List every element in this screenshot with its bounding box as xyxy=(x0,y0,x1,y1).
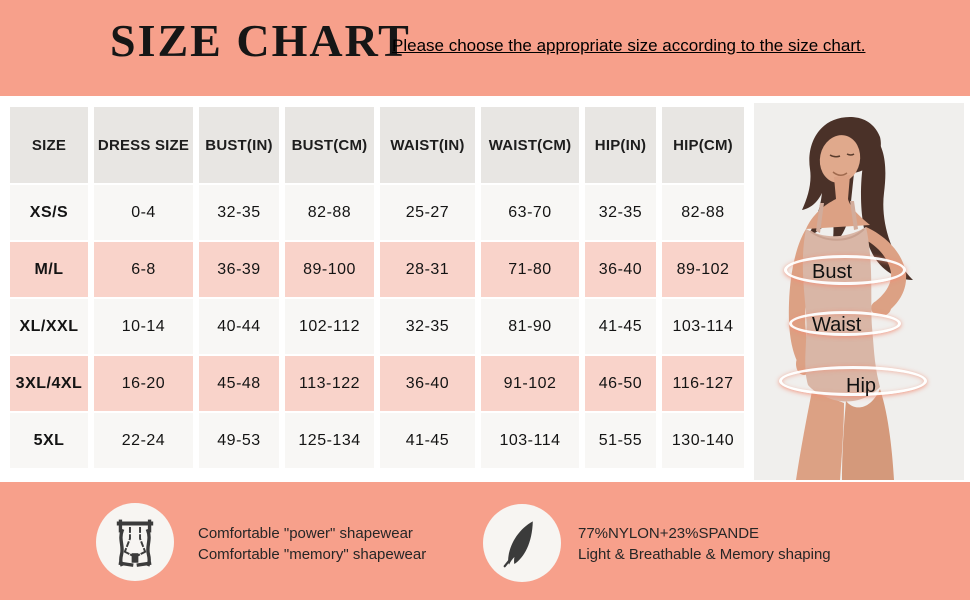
value-cell: 32-35 xyxy=(585,185,656,240)
feather-icon xyxy=(503,521,533,568)
value-cell: 41-45 xyxy=(585,299,656,354)
value-cell: 125-134 xyxy=(285,413,374,468)
value-cell: 46-50 xyxy=(585,356,656,411)
value-cell: 113-122 xyxy=(285,356,374,411)
column-header: SIZE xyxy=(10,107,88,183)
value-cell: 32-35 xyxy=(380,299,475,354)
value-cell: 0-4 xyxy=(94,185,193,240)
value-cell: 25-27 xyxy=(380,185,475,240)
size-cell: XS/S xyxy=(10,185,88,240)
value-cell: 6-8 xyxy=(94,242,193,297)
column-header: DRESS SIZE xyxy=(94,107,193,183)
value-cell: 103-114 xyxy=(662,299,744,354)
value-cell: 10-14 xyxy=(94,299,193,354)
content-panel: SIZE DRESS SIZE BUST(IN) BUST(CM) WAIST(IN) W… xyxy=(0,96,970,482)
value-cell: 82-88 xyxy=(662,185,744,240)
waist-label: Waist xyxy=(812,314,862,336)
value-cell: 36-40 xyxy=(585,242,656,297)
size-table: SIZE DRESS SIZE BUST(IN) BUST(CM) WAIST(IN) W… xyxy=(10,107,744,468)
column-header: WAIST(CM) xyxy=(481,107,579,183)
size-cell: M/L xyxy=(10,242,88,297)
feature-circle-fabric xyxy=(96,503,174,581)
bust-label: Bust xyxy=(812,261,853,283)
value-cell: 49-53 xyxy=(199,413,279,468)
value-cell: 102-112 xyxy=(285,299,374,354)
value-cell: 103-114 xyxy=(481,413,579,468)
value-cell: 89-100 xyxy=(285,242,374,297)
hip-label: Hip xyxy=(846,375,877,397)
model-face xyxy=(819,135,861,183)
page-subtitle: Please choose the appropriate size accor… xyxy=(392,36,866,55)
feature-line: 77%NYLON+23%SPANDE xyxy=(578,525,760,542)
value-cell: 63-70 xyxy=(481,185,579,240)
shapewear-icon xyxy=(116,519,154,567)
value-cell: 91-102 xyxy=(481,356,579,411)
feature-line: Comfortable "power" shapewear xyxy=(198,525,413,542)
column-header: BUST(CM) xyxy=(285,107,374,183)
value-cell: 51-55 xyxy=(585,413,656,468)
value-cell: 89-102 xyxy=(662,242,744,297)
value-cell: 32-35 xyxy=(199,185,279,240)
value-cell: 22-24 xyxy=(94,413,193,468)
value-cell: 41-45 xyxy=(380,413,475,468)
hip-ring xyxy=(779,366,927,396)
feature-band: Comfortable "power" shapewear Comfortabl… xyxy=(0,482,970,600)
column-header: BUST(IN) xyxy=(199,107,279,183)
page-title: SIZE CHART xyxy=(110,15,411,66)
value-cell: 36-40 xyxy=(380,356,475,411)
model-figure xyxy=(754,103,964,480)
feature-circle-material xyxy=(483,504,561,582)
size-cell: 5XL xyxy=(10,413,88,468)
value-cell: 36-39 xyxy=(199,242,279,297)
value-cell: 116-127 xyxy=(662,356,744,411)
model-photo: Bust Waist Hip xyxy=(754,103,964,480)
size-cell: 3XL/4XL xyxy=(10,356,88,411)
column-header: HIP(CM) xyxy=(662,107,744,183)
value-cell: 130-140 xyxy=(662,413,744,468)
bust-ring xyxy=(784,255,906,285)
value-cell: 45-48 xyxy=(199,356,279,411)
feature-text-comfort: Comfortable "power" shapewear Comfortabl… xyxy=(198,523,426,565)
model-leg xyxy=(796,391,844,480)
value-cell: 28-31 xyxy=(380,242,475,297)
feature-text-fabric: 77%NYLON+23%SPANDE Light & Breathable & … xyxy=(578,523,831,565)
value-cell: 82-88 xyxy=(285,185,374,240)
value-cell: 40-44 xyxy=(199,299,279,354)
column-header: HIP(IN) xyxy=(585,107,656,183)
column-header: WAIST(IN) xyxy=(380,107,475,183)
value-cell: 81-90 xyxy=(481,299,579,354)
feature-line: Light & Breathable & Memory shaping xyxy=(578,546,831,563)
waist-ring xyxy=(789,311,901,336)
value-cell: 71-80 xyxy=(481,242,579,297)
feature-line: Comfortable "memory" shapewear xyxy=(198,546,427,563)
value-cell: 16-20 xyxy=(94,356,193,411)
size-cell: XL/XXL xyxy=(10,299,88,354)
